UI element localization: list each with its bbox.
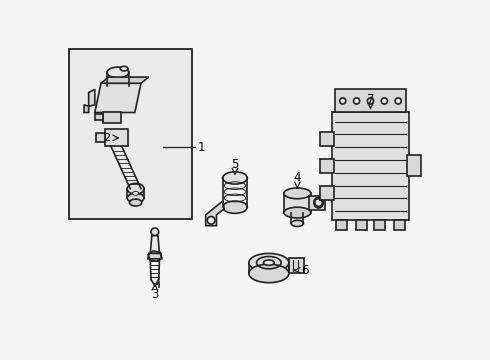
Bar	[69, 49, 192, 219]
Text: 3: 3	[151, 288, 159, 301]
Ellipse shape	[127, 193, 144, 203]
Bar	[309, 195, 325, 210]
Text: 7: 7	[367, 93, 374, 106]
Ellipse shape	[249, 264, 289, 283]
Bar	[319, 132, 334, 145]
Text: 6: 6	[301, 264, 309, 277]
Bar	[408, 155, 421, 176]
Circle shape	[315, 199, 322, 206]
Ellipse shape	[222, 201, 247, 213]
Polygon shape	[89, 89, 95, 106]
Bar	[374, 220, 385, 230]
Circle shape	[151, 228, 159, 236]
Polygon shape	[84, 105, 89, 112]
Text: 2: 2	[103, 133, 111, 143]
Polygon shape	[95, 83, 141, 112]
Ellipse shape	[120, 66, 128, 71]
Bar	[356, 220, 367, 230]
Circle shape	[368, 98, 373, 104]
Ellipse shape	[129, 199, 142, 206]
Bar	[319, 186, 334, 199]
Bar	[335, 89, 406, 112]
Circle shape	[395, 98, 401, 104]
Ellipse shape	[249, 253, 289, 272]
Bar	[289, 258, 304, 274]
Text: 5: 5	[231, 158, 239, 171]
Bar	[319, 159, 334, 172]
Text: 4: 4	[294, 171, 301, 184]
Polygon shape	[101, 77, 149, 83]
Ellipse shape	[291, 220, 303, 226]
Ellipse shape	[127, 183, 144, 194]
Ellipse shape	[284, 207, 311, 218]
Ellipse shape	[264, 260, 274, 265]
Ellipse shape	[132, 192, 139, 195]
Polygon shape	[148, 253, 162, 259]
Circle shape	[354, 98, 360, 104]
Bar	[105, 130, 128, 147]
Bar	[394, 220, 405, 230]
Bar	[102, 112, 121, 123]
Bar	[95, 114, 102, 120]
Ellipse shape	[107, 67, 129, 78]
Ellipse shape	[107, 81, 129, 92]
Bar	[96, 132, 105, 142]
Circle shape	[381, 98, 388, 104]
Bar	[284, 193, 311, 213]
Bar	[336, 220, 346, 230]
Text: 1: 1	[197, 141, 205, 154]
Polygon shape	[150, 236, 159, 253]
Polygon shape	[206, 201, 224, 226]
Circle shape	[340, 98, 346, 104]
Ellipse shape	[222, 172, 247, 184]
Circle shape	[207, 216, 215, 224]
Bar	[332, 112, 409, 220]
Ellipse shape	[284, 188, 311, 199]
